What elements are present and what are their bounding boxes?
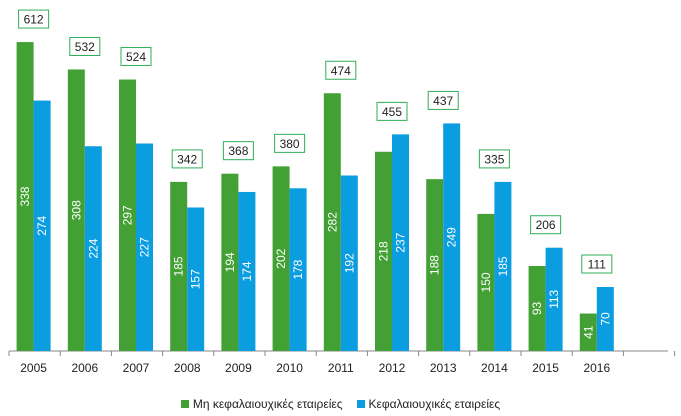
bar-capital xyxy=(392,134,409,351)
data-label: 192 xyxy=(342,253,356,273)
data-label: 157 xyxy=(189,269,203,289)
total-label: 532 xyxy=(75,40,95,54)
legend-swatch xyxy=(356,400,365,408)
total-label: 380 xyxy=(280,137,300,151)
total-label: 368 xyxy=(228,144,248,158)
data-label: 150 xyxy=(479,272,493,292)
data-label: 308 xyxy=(69,200,83,220)
total-box xyxy=(325,60,357,80)
data-label: 178 xyxy=(291,259,305,279)
data-label: 113 xyxy=(547,289,561,308)
legend-item: Μη κεφαλαιουχικές εταιρείες xyxy=(180,397,343,411)
total-box xyxy=(18,9,50,29)
x-tick-label: 2016 xyxy=(583,361,610,375)
legend-swatch xyxy=(180,400,189,408)
data-label: 282 xyxy=(325,212,339,232)
total-label: 111 xyxy=(588,258,607,272)
bar-non-capital xyxy=(528,265,546,351)
total-box xyxy=(376,101,408,121)
bar-non-capital xyxy=(67,69,85,351)
data-label: 274 xyxy=(35,215,49,235)
bar-non-capital xyxy=(170,181,188,351)
bar-capital xyxy=(443,123,461,351)
data-label: 237 xyxy=(394,232,408,252)
bar-non-capital xyxy=(375,151,392,351)
data-label: 227 xyxy=(138,237,152,257)
bar-capital xyxy=(136,143,153,351)
x-tick-label: 2015 xyxy=(532,361,559,375)
total-box xyxy=(581,254,613,274)
bar-capital xyxy=(596,287,614,351)
data-label: 338 xyxy=(18,186,32,206)
total-label: 524 xyxy=(126,50,146,64)
bar-non-capital xyxy=(579,313,597,351)
x-tick-label: 2009 xyxy=(225,361,252,375)
data-label: 297 xyxy=(121,205,135,225)
x-tick-label: 2008 xyxy=(174,361,201,375)
data-label: 70 xyxy=(598,312,612,326)
bar-capital xyxy=(187,207,205,351)
data-label: 174 xyxy=(240,261,254,281)
legend-item: Κεφαλαιουχικές εταιρείες xyxy=(356,397,501,411)
bar-capital xyxy=(289,188,307,351)
total-box xyxy=(530,215,562,235)
total-box xyxy=(427,90,459,110)
x-tick-label: 2014 xyxy=(481,361,508,375)
legend: Μη κεφαλαιουχικές εταιρείες Κεφαλαιουχικέ… xyxy=(0,397,681,411)
data-label: 185 xyxy=(172,256,186,276)
data-label: 93 xyxy=(530,302,544,316)
data-label: 218 xyxy=(377,241,391,261)
total-box xyxy=(120,47,152,67)
data-label: 249 xyxy=(445,227,459,247)
bar-non-capital xyxy=(272,166,290,351)
total-label: 455 xyxy=(382,105,402,119)
total-label: 342 xyxy=(177,152,197,166)
bar-non-capital xyxy=(426,179,444,351)
bar-capital xyxy=(340,175,358,351)
total-label: 335 xyxy=(484,152,504,166)
total-box xyxy=(478,149,510,169)
bar-capital xyxy=(545,247,563,351)
total-label: 612 xyxy=(24,13,44,27)
data-label: 224 xyxy=(86,238,100,258)
total-box xyxy=(69,36,101,56)
bar-non-capital xyxy=(119,79,136,352)
total-box xyxy=(171,149,203,169)
x-tick-label: 2012 xyxy=(379,361,406,375)
bar-capital xyxy=(494,181,512,351)
total-label: 206 xyxy=(536,218,556,232)
x-tick-label: 2010 xyxy=(276,361,303,375)
x-tick-label: 2011 xyxy=(328,361,354,375)
bar-capital xyxy=(238,191,256,351)
bar-non-capital xyxy=(16,42,34,352)
data-label: 188 xyxy=(428,255,442,275)
x-tick-label: 2013 xyxy=(430,361,457,375)
bar-non-capital xyxy=(323,93,341,351)
x-tick-label: 2007 xyxy=(123,361,150,375)
total-label: 437 xyxy=(433,94,453,108)
total-label: 474 xyxy=(331,64,351,78)
x-tick-label: 2005 xyxy=(20,361,47,375)
legend-label: Κεφαλαιουχικές εταιρείες xyxy=(368,397,501,411)
legend-label: Μη κεφαλαιουχικές εταιρείες xyxy=(192,397,343,411)
total-box xyxy=(222,141,254,161)
data-label: 185 xyxy=(496,256,510,276)
data-label: 41 xyxy=(581,325,595,339)
total-box xyxy=(274,133,306,153)
data-label: 194 xyxy=(223,252,237,272)
bar-non-capital xyxy=(477,213,495,351)
x-tick-label: 2006 xyxy=(71,361,98,375)
bar-capital xyxy=(84,146,102,351)
data-label: 202 xyxy=(274,248,288,268)
bar-capital xyxy=(33,100,51,352)
bar-non-capital xyxy=(221,173,239,351)
